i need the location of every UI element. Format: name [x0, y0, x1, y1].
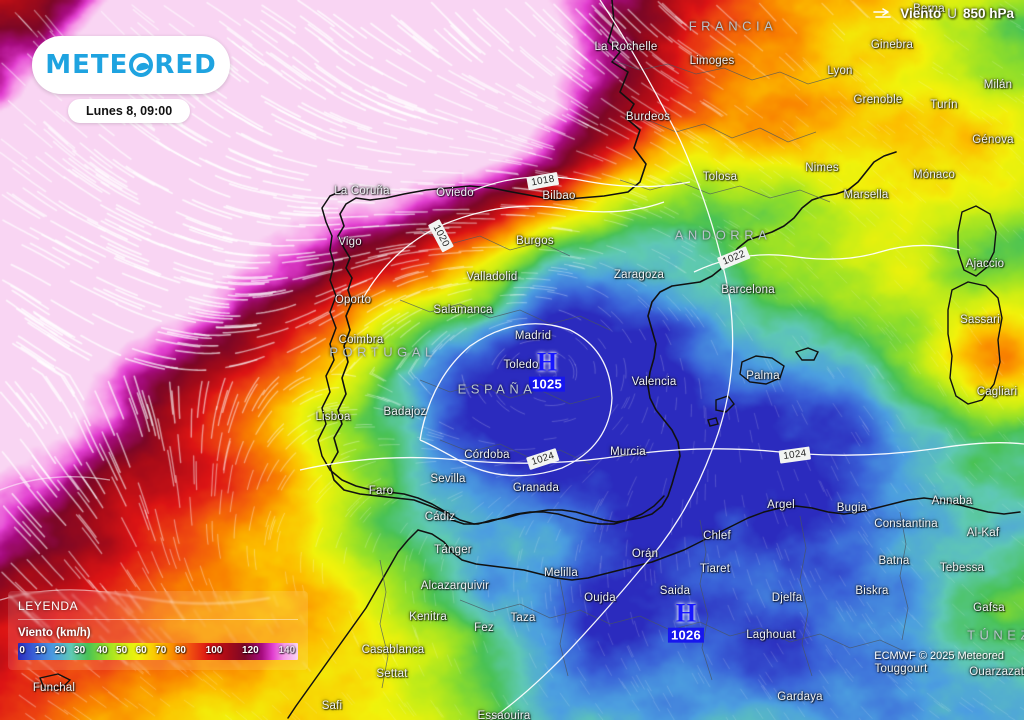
- legend-tick: 60: [136, 645, 147, 656]
- admin-borders: [380, 60, 910, 688]
- legend-panel[interactable]: LEYENDA Viento (km/h) 0 10 20 30 40 50 60 70 80 1…: [8, 591, 308, 670]
- model-credit: ECMWF © 2025 Meteored: [874, 650, 1004, 662]
- legend-tick-labels: 0 10 20 30 40 50 60 70 80 100 120 140: [18, 643, 298, 660]
- logo-text-part2: RED: [154, 50, 216, 80]
- layer-level: 850 hPa: [963, 6, 1014, 21]
- legend-tick: 40: [96, 645, 107, 656]
- legend-tick: 70: [155, 645, 166, 656]
- legend-tick: 0: [19, 645, 25, 656]
- wind-arrow-icon: [872, 7, 894, 21]
- legend-tick: 100: [206, 645, 223, 656]
- weather-map-viewport[interactable]: 1018 1020 1022 1024 1024 H 1025 H 1026 FRANCIA P…: [0, 0, 1024, 720]
- legend-tick: 80: [175, 645, 186, 656]
- legend-variable-label: Viento (km/h): [18, 627, 298, 639]
- legend-tick: 30: [74, 645, 85, 656]
- legend-tick: 140: [278, 645, 295, 656]
- timestamp-badge[interactable]: Lunes 8, 09:00: [68, 99, 190, 123]
- legend-tick: 50: [116, 645, 127, 656]
- coastline-iberia: [288, 190, 1020, 718]
- layer-title[interactable]: Viento U 850 hPa: [872, 6, 1014, 21]
- logo-wordmark: METE RED: [45, 50, 217, 80]
- logo-text-part1: METE: [45, 50, 128, 80]
- legend-tick: 10: [35, 645, 46, 656]
- layer-name: Viento: [900, 6, 941, 21]
- legend-tick: 20: [54, 645, 65, 656]
- layer-separator: U: [947, 6, 957, 21]
- meteored-logo[interactable]: METE RED: [32, 36, 230, 94]
- legend-title: LEYENDA: [18, 599, 298, 620]
- coastlines: [330, 0, 896, 524]
- legend-color-scale: 0 10 20 30 40 50 60 70 80 100 120 140: [18, 643, 298, 660]
- logo-o-icon: [129, 53, 153, 77]
- legend-tick: 120: [242, 645, 259, 656]
